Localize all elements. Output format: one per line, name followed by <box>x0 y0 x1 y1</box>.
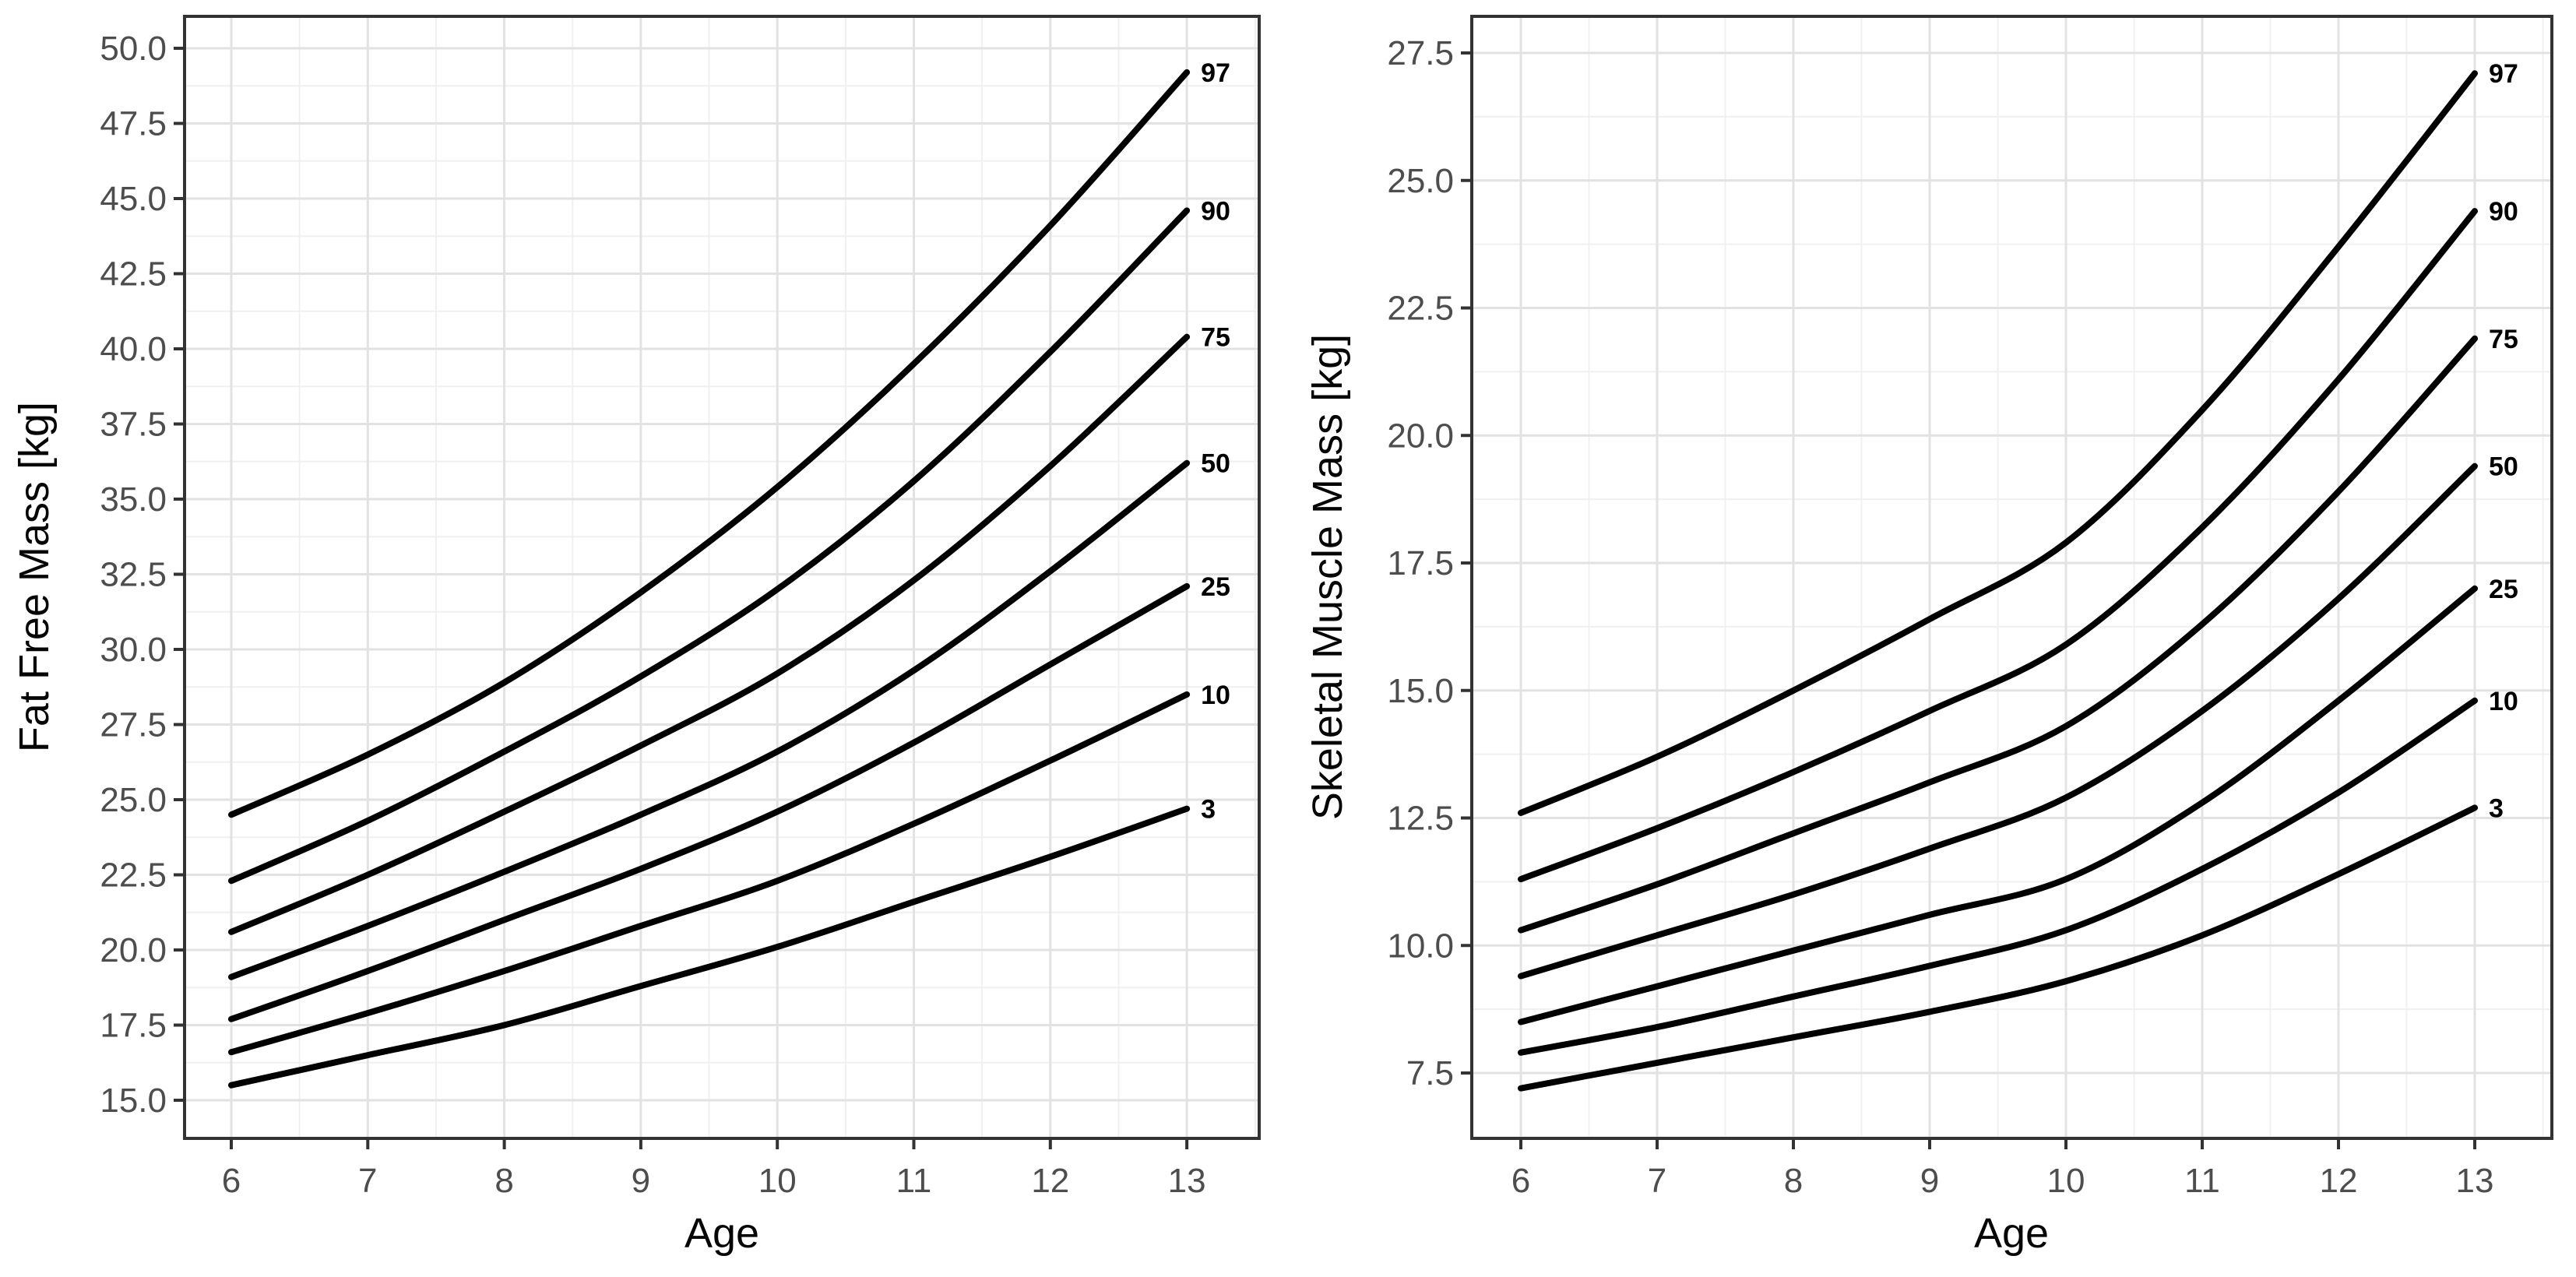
percentile-curve-75 <box>228 333 1191 935</box>
left-axes: 15.0 17.5 20.0 22.5 25.0 27.5 30.0 32.5 35.0 37.5… <box>100 30 1205 1200</box>
percentile-curve-3 <box>1518 804 2478 1092</box>
left-panel-plot-area: 979075502510315.017.520.022.525.027.530.… <box>100 15 1261 1200</box>
left-x-tick-label: 12 <box>1031 1162 1069 1200</box>
left-minor-gridlines <box>185 16 1259 1138</box>
right-x-tick-label: 6 <box>1511 1162 1530 1200</box>
left-y-tick-label: 20.0 <box>100 931 167 969</box>
curve-end-label-97: 97 <box>1201 58 1230 88</box>
right-percentile-curves: 97 90 75 50 25 10 3 <box>1518 59 2518 1092</box>
curve-end-label-25: 25 <box>2489 575 2518 604</box>
curve-end-label-90: 90 <box>2489 197 2518 227</box>
right-x-tick-label: 11 <box>2184 1162 2220 1200</box>
percentile-curve-90 <box>1518 208 2478 883</box>
curve-end-label-90: 90 <box>1201 196 1230 226</box>
left-y-tick-label: 22.5 <box>100 857 167 895</box>
right-y-tick-label: 22.5 <box>1387 290 1454 328</box>
right-y-tick-label: 17.5 <box>1387 544 1454 582</box>
left-y-tick-label: 32.5 <box>100 556 167 594</box>
right-x-tick-label: 9 <box>1920 1162 1939 1200</box>
right-y-tick-label: 20.0 <box>1387 417 1454 455</box>
right-minor-gridlines <box>1472 16 2552 1138</box>
left-panel-border <box>183 15 1261 1140</box>
right-x-tick-label: 8 <box>1784 1162 1803 1200</box>
left-y-tick-label: 35.0 <box>100 480 167 519</box>
left-y-tick-label: 50.0 <box>100 30 167 68</box>
curve-end-label-75: 75 <box>1201 323 1230 353</box>
right-y-tick-label: 25.0 <box>1387 162 1454 200</box>
curve-end-label-97: 97 <box>2489 59 2518 89</box>
left-x-tick-label: 10 <box>758 1162 797 1200</box>
curve-end-label-75: 75 <box>2489 325 2518 354</box>
right-panel-plot-area: 97907550251037.510.012.515.017.520.022.5… <box>1387 15 2553 1200</box>
left-y-tick-label: 30.0 <box>100 631 167 669</box>
left-y-tick-label: 27.5 <box>100 706 167 744</box>
percentile-curve-25 <box>228 582 1191 1022</box>
percentile-curve-25 <box>1518 585 2478 1025</box>
left-x-tick-label: 11 <box>896 1162 932 1200</box>
curve-end-label-3: 3 <box>2489 793 2504 823</box>
percentile-curve-90 <box>228 207 1191 885</box>
right-y-tick-label: 10.0 <box>1387 927 1454 965</box>
curve-end-label-50: 50 <box>1201 449 1230 479</box>
right-y-tick-label: 7.5 <box>1406 1054 1454 1092</box>
left-y-tick-label: 42.5 <box>100 255 167 294</box>
percentile-curve-97 <box>228 69 1191 818</box>
right-axes: 7.5 10.0 12.5 15.0 17.5 20.0 22.5 25.0 27.5 6 7 8 9 1… <box>1387 34 2493 1200</box>
curve-end-label-50: 50 <box>2489 452 2518 482</box>
right-x-axis-title: Age <box>1974 1210 2049 1257</box>
percentile-curve-50 <box>1518 463 2478 980</box>
percentile-curve-10 <box>1518 697 2478 1056</box>
left-y-tick-label: 15.0 <box>100 1082 167 1120</box>
left-y-tick-label: 17.5 <box>100 1007 167 1045</box>
right-y-tick-label: 15.0 <box>1387 672 1454 710</box>
right-y-axis-title: Skeletal Muscle Mass [kg] <box>1304 334 1351 820</box>
right-y-tick-label: 12.5 <box>1387 800 1454 838</box>
percentile-curve-97 <box>1518 70 2478 816</box>
percentile-curve-3 <box>228 805 1191 1089</box>
left-percentile-curves: 97 90 75 50 25 10 3 <box>228 58 1230 1089</box>
right-x-tick-label: 10 <box>2047 1162 2085 1200</box>
left-x-tick-label: 7 <box>358 1162 377 1200</box>
curve-end-label-3: 3 <box>1201 795 1216 825</box>
left-y-tick-label: 37.5 <box>100 406 167 444</box>
left-x-tick-label: 13 <box>1168 1162 1206 1200</box>
right-major-gridlines <box>1472 16 2552 1138</box>
right-x-tick-label: 7 <box>1648 1162 1666 1200</box>
left-x-axis-title: Age <box>684 1210 759 1257</box>
left-y-tick-label: 40.0 <box>100 330 167 368</box>
left-y-axis-title: Fat Free Mass [kg] <box>11 402 58 752</box>
left-y-tick-label: 47.5 <box>100 105 167 143</box>
right-panel-skeletal-muscle-mass: 97907550251037.510.012.515.017.520.022.5… <box>1304 15 2553 1257</box>
percentile-curve-75 <box>1518 335 2478 934</box>
left-x-tick-label: 6 <box>222 1162 241 1200</box>
curve-end-label-10: 10 <box>1201 681 1230 710</box>
left-x-tick-label: 8 <box>494 1162 513 1200</box>
right-x-tick-label: 12 <box>2320 1162 2358 1200</box>
left-y-tick-label: 45.0 <box>100 180 167 218</box>
percentile-curve-50 <box>228 459 1191 980</box>
left-x-tick-label: 9 <box>632 1162 650 1200</box>
right-y-tick-label: 27.5 <box>1387 34 1454 72</box>
percentile-curve-10 <box>228 691 1191 1056</box>
curve-end-label-25: 25 <box>1201 572 1230 602</box>
right-x-tick-label: 13 <box>2456 1162 2494 1200</box>
left-panel-fat-free-mass: 979075502510315.017.520.022.525.027.530.… <box>11 15 1261 1257</box>
left-y-tick-label: 25.0 <box>100 781 167 819</box>
right-panel-border <box>1470 15 2553 1140</box>
curve-end-label-10: 10 <box>2489 687 2518 716</box>
left-major-gridlines <box>185 16 1259 1138</box>
